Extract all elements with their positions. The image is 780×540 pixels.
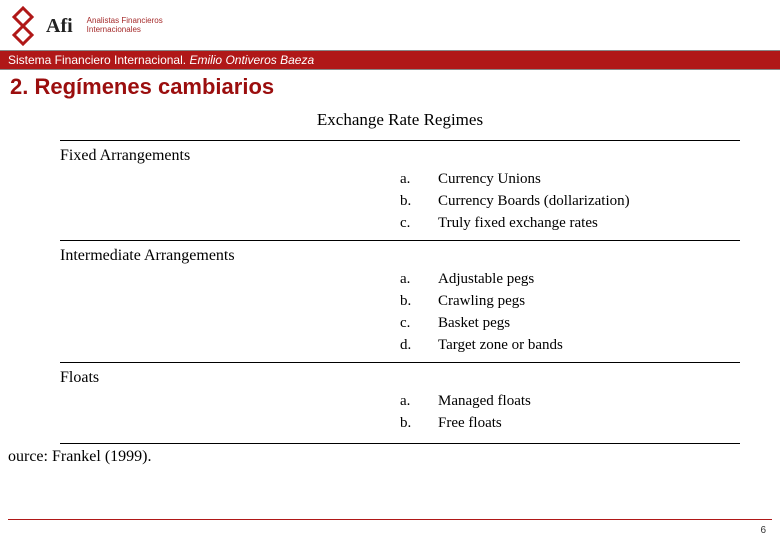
section-name: Floats [60, 369, 740, 387]
list-item: b.Crawling pegs [400, 291, 740, 313]
list-item: a.Managed floats [400, 391, 740, 413]
list-item: d.Target zone or bands [400, 335, 740, 357]
author-name: Emilio Ontiveros Baeza [189, 53, 314, 67]
header: Afi Analistas Financieros Internacionale… [0, 0, 780, 50]
section-items: a.Currency Unions b.Currency Boards (dol… [400, 169, 740, 240]
brand-name: Afi [46, 15, 73, 38]
list-item: a.Adjustable pegs [400, 269, 740, 291]
footer-rule [8, 519, 772, 520]
course-name: Sistema Financiero Internacional. [8, 53, 189, 67]
brand-sub-line2: Internacionales [87, 26, 163, 35]
figure-caption: Exchange Rate Regimes [60, 110, 740, 130]
list-item: b.Free floats [400, 413, 740, 435]
section-floats: Floats a.Managed floats b.Free floats [60, 362, 740, 444]
section-items: a.Managed floats b.Free floats [400, 391, 740, 441]
page-number: 6 [760, 525, 766, 536]
section-name: Fixed Arrangements [60, 147, 740, 165]
list-item: c.Basket pegs [400, 313, 740, 335]
section-items: a.Adjustable pegs b.Crawling pegs c.Bask… [400, 269, 740, 362]
figure-source: ource: Frankel (1999). [8, 448, 780, 466]
list-item: c.Truly fixed exchange rates [400, 213, 740, 235]
list-item: a.Currency Unions [400, 169, 740, 191]
section-name: Intermediate Arrangements [60, 247, 740, 265]
section-fixed: Fixed Arrangements a.Currency Unions b.C… [60, 140, 740, 240]
content-area: Exchange Rate Regimes Fixed Arrangements… [0, 110, 780, 444]
context-bar: Sistema Financiero Internacional. Emilio… [0, 50, 780, 70]
slide-title: 2. Regímenes cambiarios [0, 70, 780, 108]
list-item: b.Currency Boards (dollarization) [400, 191, 740, 213]
section-intermediate: Intermediate Arrangements a.Adjustable p… [60, 240, 740, 362]
afi-logo-icon [10, 6, 36, 46]
brand-subtitle: Analistas Financieros Internacionales [87, 17, 163, 35]
